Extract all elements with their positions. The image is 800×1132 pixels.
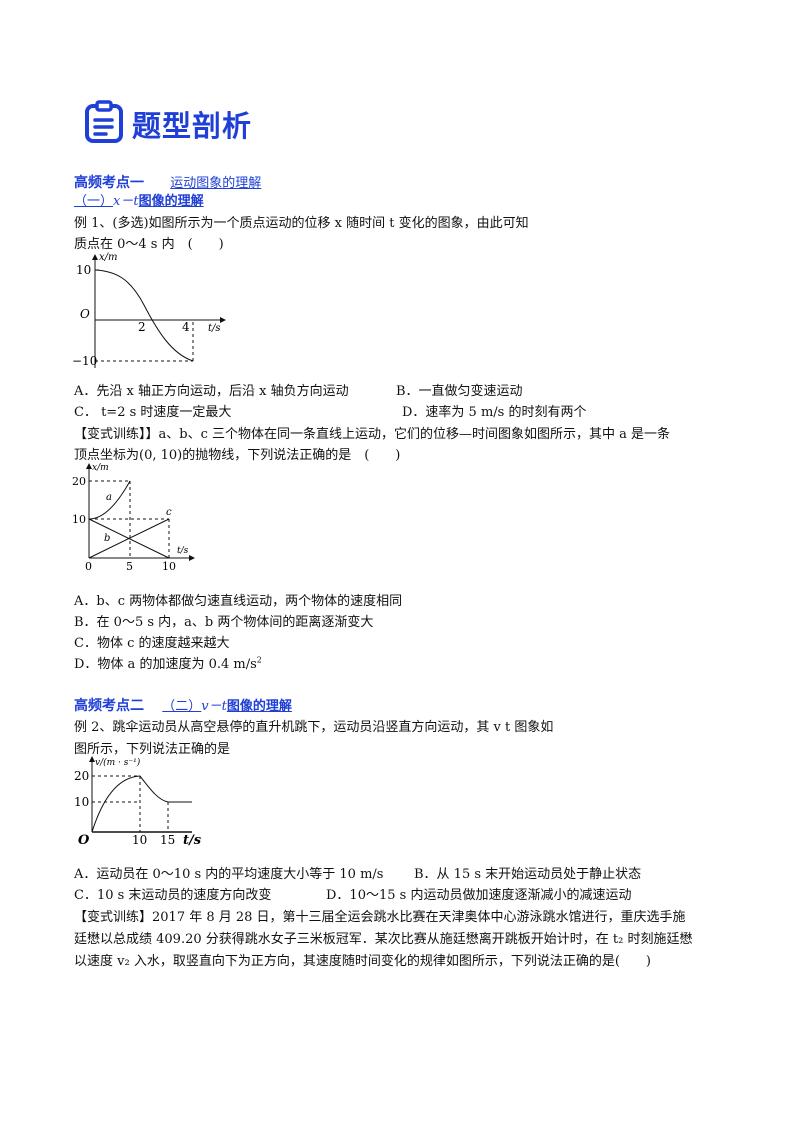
- ex1-origin: O: [80, 307, 90, 321]
- var1-ylabel: x/m: [92, 463, 109, 473]
- ex2-curve: [91, 775, 192, 833]
- ex2-option-c: C．10 s 末运动员的速度方向改变: [74, 888, 272, 903]
- ex2-chart: v/(m · s⁻¹) 20 10 O 10 15 t/s: [74, 756, 202, 846]
- section2-heading: 高频考点二 （二）v－t图像的理解: [74, 698, 292, 714]
- section1-label: 高频考点一: [74, 175, 144, 191]
- ex2-x10: 10: [132, 833, 147, 846]
- ex1-ytop: 10: [76, 263, 91, 277]
- var2-line3: 以速度 v₂ 入水，取竖直向下为正方向，其速度随时间变化的规律如图所示，下列说法…: [74, 954, 651, 969]
- ex1-option-a: A．先沿 x 轴正方向运动，后沿 x 轴负方向运动: [74, 384, 349, 399]
- ex1-chart: x/m 10 O 2 4 t/s −10: [72, 252, 226, 368]
- ex1-x1: 2: [138, 320, 146, 334]
- ex1-xlabel: t/s: [208, 323, 221, 334]
- var1-y20: 20: [72, 475, 86, 488]
- section1-subheading: （一）x－t图像的理解: [74, 194, 204, 209]
- var1-xlabel: t/s: [177, 546, 189, 556]
- header-clipboard-icon: [84, 100, 124, 144]
- var1-line1: 【变式训练】】a、b、c 三个物体在同一条直线上运动，它们的位移—时间图象如图所…: [74, 427, 671, 442]
- var1-line2: 顶点坐标为(0, 10)的抛物线，下列说法正确的是 ( ): [74, 448, 401, 463]
- section2-label: 高频考点二: [74, 698, 144, 714]
- ex2-option-d: D．10～15 s 内运动员做加速度逐渐减小的减速运动: [326, 888, 632, 903]
- ex1-option-b: B．一直做匀变速运动: [396, 384, 523, 399]
- ex2-line2: 图所示，下列说法正确的是: [74, 742, 231, 757]
- var1-option-a: A．b、c 两物体都做匀速直线运动，两个物体的速度相同: [74, 594, 403, 609]
- ex2-option-b: B．从 15 s 末开始运动员处于静止状态: [414, 867, 642, 882]
- ex2-ylabel: v/(m · s⁻¹): [95, 757, 141, 768]
- var1-label-a: a: [106, 492, 112, 503]
- ex2-origin: O: [78, 833, 90, 846]
- var1-chart: x/m 20 10 a b c t/s 0 5 10: [72, 463, 195, 572]
- section1-heading: 高频考点一 运动图象的理解: [74, 172, 261, 192]
- var2-line2: 廷懋以总成绩 409.20 分获得跳水女子三米板冠军．某次比赛从施廷懋离开跳板开…: [74, 932, 693, 947]
- ex2-option-a: A．运动员在 0～10 s 内的平均速度大小等于 10 m/s: [74, 867, 384, 882]
- ex2-x15: 15: [160, 833, 175, 846]
- ex2-xlabel: t/s: [183, 833, 202, 846]
- ex1-ylabel: x/m: [99, 252, 118, 263]
- var1-option-b: B．在 0～5 s 内，a、b 两个物体间的距离逐渐变大: [74, 615, 374, 630]
- var1-curve-a: [88, 480, 131, 520]
- var1-x0: 0: [85, 560, 92, 572]
- var2-line1: 【变式训练】2017 年 8 月 28 日，第十三届全运会跳水比赛在天津奥体中心…: [74, 910, 686, 925]
- var1-option-c: C．物体 c 的速度越来越大: [74, 636, 230, 651]
- ex1-line1: 例 1、(多选)如图所示为一个质点运动的位移 x 随时间 t 变化的图象，由此可…: [74, 216, 529, 231]
- var1-label-c: c: [166, 507, 172, 518]
- ex1-ybot: −10: [72, 354, 97, 368]
- ex1-option-c: C． t=2 s 时速度一定最大: [74, 405, 232, 420]
- ex2-line1: 例 2、跳伞运动员从高空悬停的直升机跳下，运动员沿竖直方向运动，其 v t 图象…: [74, 720, 554, 735]
- ex1-x2: 4: [182, 320, 190, 334]
- ex2-y20: 20: [74, 769, 89, 783]
- var1-x10: 10: [162, 560, 176, 572]
- var1-y10: 10: [72, 513, 86, 526]
- var1-label-b: b: [104, 533, 110, 544]
- ex1-option-d: D．速率为 5 m/s 的时刻有两个: [402, 405, 587, 420]
- ex1-curve: [94, 269, 194, 362]
- var1-option-d: D．物体 a 的加速度为 0.4 m/s2: [74, 655, 262, 672]
- var1-x5: 5: [126, 560, 133, 572]
- page-title: 题型剖析: [132, 109, 253, 143]
- section1-topic: 运动图象的理解: [170, 176, 262, 191]
- var1-line-c: [88, 518, 170, 559]
- ex2-y10: 10: [74, 795, 89, 809]
- ex1-line2: 质点在 0～4 s 内 ( ): [74, 237, 224, 252]
